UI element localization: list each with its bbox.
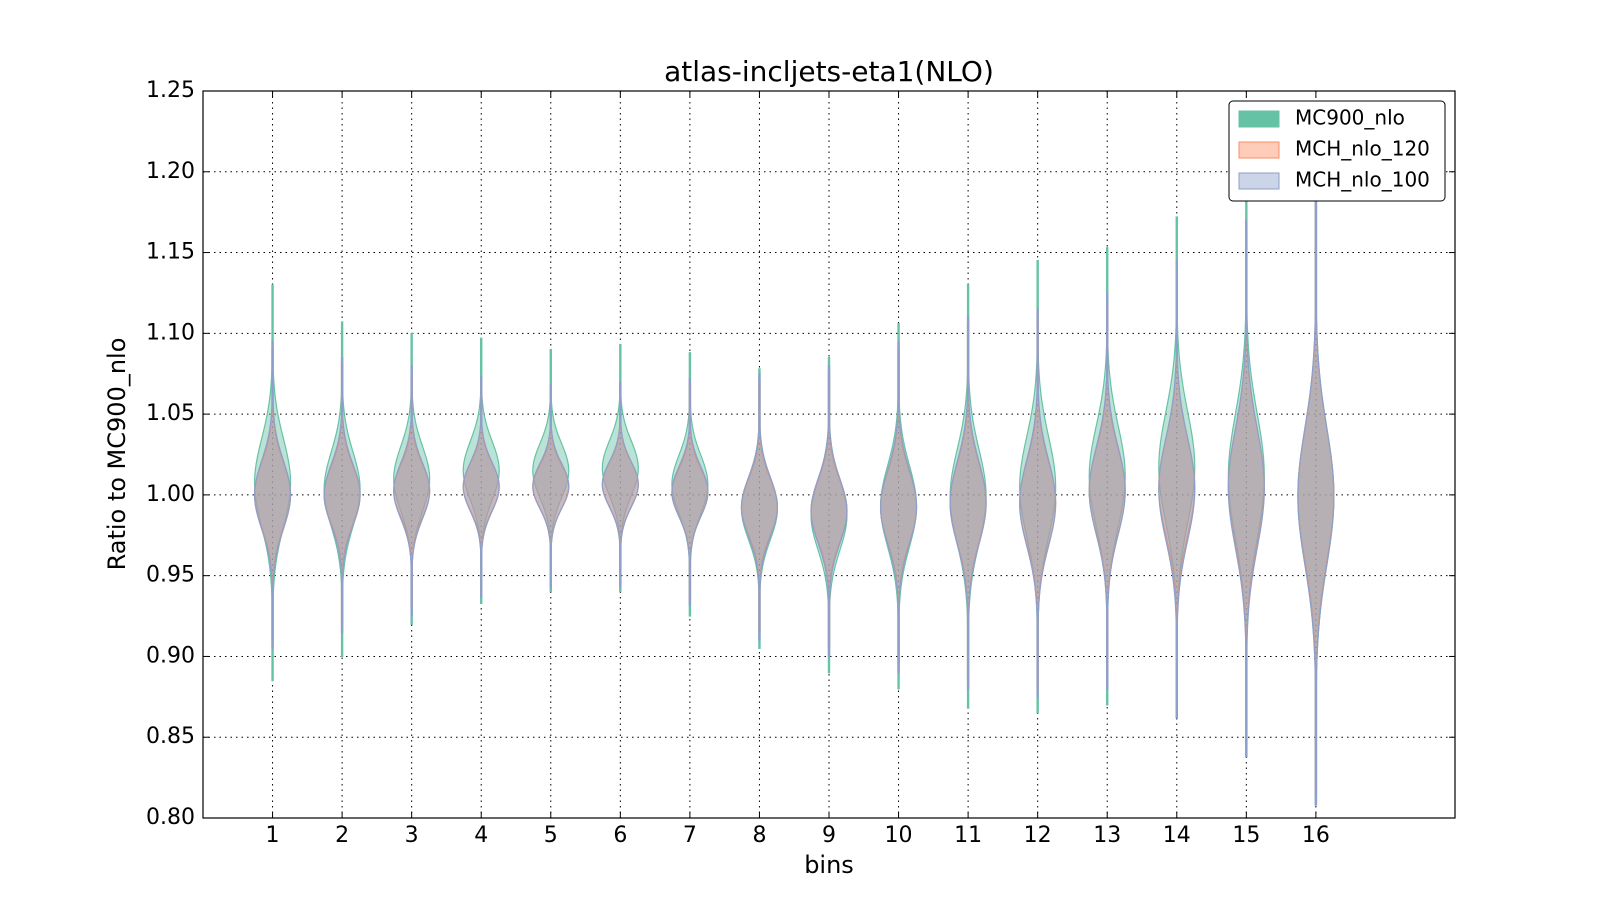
legend-label: MCH_nlo_120: [1295, 137, 1430, 161]
legend-label: MCH_nlo_100: [1295, 168, 1430, 192]
x-tick-label: 8: [752, 823, 766, 848]
violin: [462, 337, 500, 604]
x-tick-label: 10: [885, 823, 913, 848]
violin: [810, 365, 848, 658]
violin: [671, 377, 709, 606]
legend-label: MC900_nlo: [1295, 106, 1405, 130]
violin: [532, 384, 570, 588]
x-tick-label: 9: [822, 823, 836, 848]
x-tick-label: 2: [335, 823, 349, 848]
violin: [1158, 216, 1196, 719]
legend-swatch: [1238, 172, 1280, 190]
y-tick-label: 0.90: [146, 643, 195, 668]
violin: [879, 340, 918, 674]
x-tick-label: 3: [405, 823, 419, 848]
violin: [949, 316, 987, 690]
y-axis-label: Ratio to MC900_nlo: [103, 338, 131, 571]
y-tick-label: 1.05: [146, 401, 195, 426]
y-tick-label: 1.20: [146, 159, 195, 184]
violin: [1227, 219, 1265, 758]
violin: [879, 323, 918, 690]
violin: [740, 373, 779, 641]
x-tick-label: 12: [1024, 823, 1052, 848]
legend-swatch: [1238, 141, 1280, 159]
x-tick-label: 6: [613, 823, 627, 848]
violin: [1019, 308, 1057, 698]
x-tick-label: 4: [474, 823, 488, 848]
y-tick-label: 1.25: [146, 78, 195, 103]
violin: [532, 348, 570, 593]
violin: [462, 376, 500, 598]
y-tick-label: 0.95: [146, 563, 195, 588]
violin: [323, 356, 361, 633]
violin: [810, 356, 848, 674]
y-tick-label: 1.15: [146, 240, 195, 265]
x-tick-label: 5: [544, 823, 558, 848]
violin: [740, 368, 779, 649]
legend: MC900_nlo MCH_nlo_120 MCH_nlo_100: [1228, 100, 1446, 202]
violin: [601, 344, 639, 593]
violin: [1158, 260, 1196, 719]
y-tick-label: 1.00: [146, 482, 195, 507]
x-axis-label: bins: [804, 851, 854, 879]
violin: [601, 381, 639, 588]
x-tick-label: 15: [1232, 823, 1260, 848]
x-tick-label: 1: [266, 823, 280, 848]
y-tick-label: 1.10: [146, 320, 195, 345]
violin: [253, 340, 292, 649]
legend-swatch: [1238, 110, 1280, 128]
violin: [323, 321, 361, 658]
violin: [393, 332, 431, 625]
x-tick-label: 11: [954, 823, 982, 848]
x-tick-label: 14: [1163, 823, 1191, 848]
chart-title: atlas-incljets-eta1(NLO): [664, 55, 994, 88]
legend-frame: [1228, 100, 1446, 202]
x-tick-label: 13: [1093, 823, 1121, 848]
plot-frame: [202, 90, 1456, 819]
y-tick-label: 0.80: [146, 805, 195, 830]
x-tick-label: 7: [683, 823, 697, 848]
violin: [393, 365, 431, 617]
y-tick-label: 0.85: [146, 724, 195, 749]
violin: [1088, 292, 1126, 690]
x-tick-label: 16: [1302, 823, 1330, 848]
